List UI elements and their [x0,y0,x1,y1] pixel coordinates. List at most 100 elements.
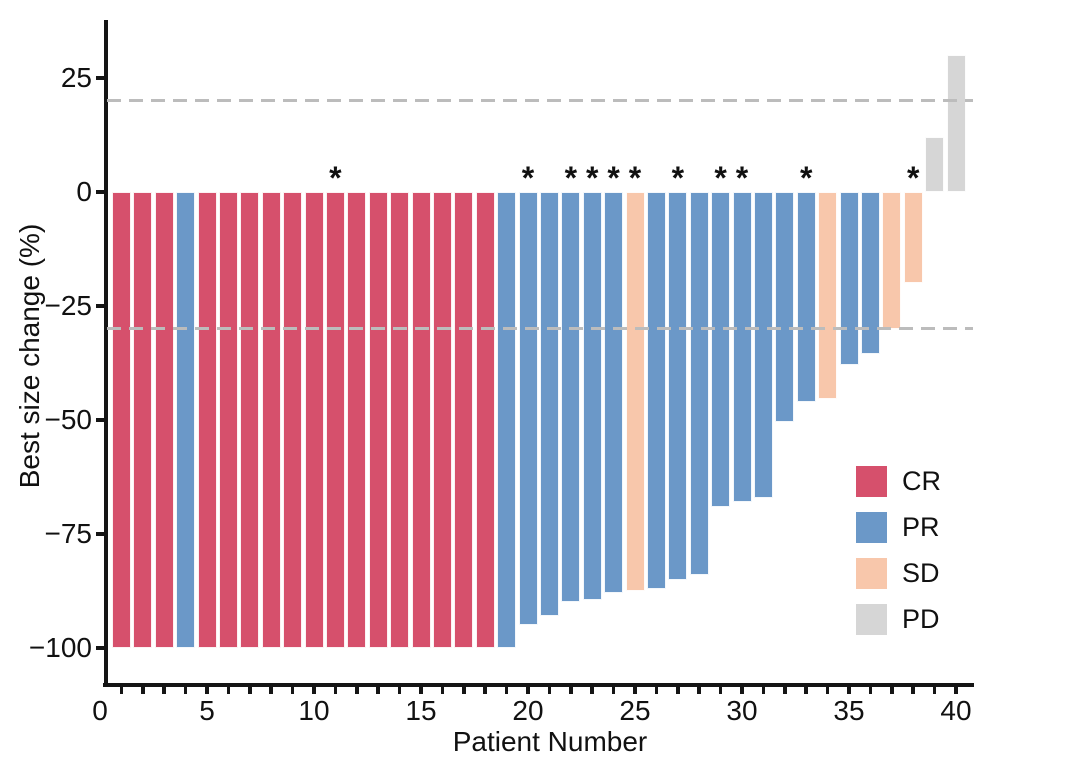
x-tick [205,687,209,694]
bar-patient-13 [368,192,388,648]
asterisk-annotation-patient-11: * [329,160,342,196]
bar-patient-35 [839,192,859,366]
reference-line-20 [107,99,973,103]
x-tick [547,687,552,694]
bar-patient-37 [882,192,902,329]
asterisk-annotation-patient-33: * [799,160,813,196]
legend-label-pr: PR [902,512,940,542]
legend-swatch-sd [856,558,887,589]
x-tick [676,687,680,694]
bar-patient-22 [561,192,581,603]
x-tick [419,687,423,694]
bar-patient-28 [689,192,709,576]
bar-patient-4 [176,192,196,648]
bar-patient-19 [497,192,517,648]
x-tick-label: 35 [833,695,865,726]
bar-patient-9 [283,192,303,648]
legend-label-sd: SD [902,558,940,588]
bar-patient-31 [753,192,773,498]
bar-patient-33 [796,192,816,402]
legend-label-pd: PD [902,604,940,634]
plot-area: * * * * * * * * * * * 0 5 10 15 20 25 30 35 40 25 0 −25 −50 −75−… [29,20,974,726]
x-tick [312,687,316,694]
x-tick-label: 30 [726,695,758,726]
bar-patient-24 [604,192,624,594]
bar-patient-15 [411,192,431,648]
asterisk-annotation-patient-38: * [906,160,920,196]
x-tick [569,687,573,694]
x-tick [333,687,338,694]
legend-swatch-cr [856,466,887,497]
x-tick [783,687,787,694]
bar-patient-14 [390,192,410,648]
reference-line--30 [107,327,973,331]
y-tick [96,532,104,536]
bar-patient-17 [454,192,474,648]
bar-patient-32 [775,192,795,423]
bar-patient-25 [625,192,645,591]
bar-patient-38 [903,192,923,284]
bar-patient-29 [711,192,731,507]
x-tick [868,687,873,694]
x-tick [847,687,851,694]
bar-patient-8 [261,192,281,648]
x-axis-spine [103,683,974,687]
asterisk-annotation-patient-23: * [585,160,599,196]
x-tick [911,687,915,694]
asterisk-annotation-patient-25: * [628,160,642,196]
x-axis-title: Patient Number [452,726,648,757]
x-tick [376,687,380,694]
bar-patient-23 [582,192,602,601]
y-tick-label: −75 [44,518,93,549]
legend-item-pd: PD [856,604,941,635]
x-tick [718,687,723,694]
legend-label-cr: CR [902,466,941,496]
bar-patient-34 [818,192,838,400]
bar-patient-40 [946,55,966,192]
bar-patient-11 [325,192,345,648]
bar-patient-2 [133,192,153,648]
bar-patient-3 [154,192,174,648]
x-tick [141,687,145,694]
bar-patient-26 [646,192,666,589]
asterisk-annotation-patient-29: * [714,160,727,196]
y-tick-label: −25 [44,290,93,321]
legend-swatch-pr [856,512,887,543]
y-tick [96,190,104,194]
asterisk-annotation-patient-27: * [671,160,685,196]
bar-patient-6 [218,192,238,648]
x-tick [526,687,530,694]
bar-patient-1 [111,192,131,648]
y-tick [96,646,104,650]
x-tick [483,687,487,694]
x-tick-label: 40 [940,695,972,726]
y-axis-spine [104,20,108,687]
asterisk-annotation-patient-24: * [607,160,620,196]
x-tick [740,687,744,694]
bar-patient-39 [925,137,945,192]
x-tick [633,687,637,694]
x-tick [590,687,594,694]
x-tick [504,687,509,694]
bar-patient-18 [475,192,495,648]
x-tick [804,687,808,694]
x-tick-label: 20 [512,695,544,726]
bar-patient-36 [860,192,880,354]
bar-patient-27 [668,192,688,580]
bar-patient-21 [539,192,559,617]
bar-patient-5 [197,192,217,648]
legend-item-pr: PR [856,512,941,543]
y-tick-label: −100 [28,632,92,663]
x-tick-label: 10 [298,695,330,726]
x-tick [697,687,701,694]
bar-patient-10 [304,192,324,648]
x-tick [611,687,616,694]
y-tick [96,76,104,80]
x-tick [269,687,273,694]
bar-patient-16 [432,192,452,648]
x-tick [761,687,766,694]
y-tick [96,304,104,308]
legend-item-cr: CR [856,466,941,497]
x-tick [248,687,252,694]
